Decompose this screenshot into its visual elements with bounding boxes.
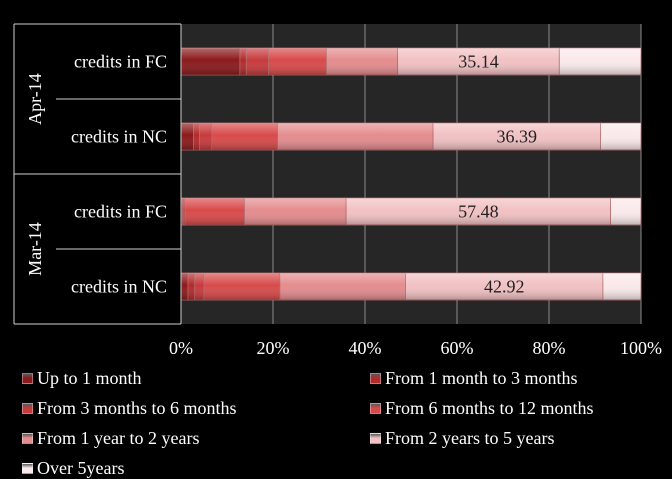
bar-segment-shade [277,123,434,150]
bar-segment-shade [182,198,184,225]
legend-item: From 1 month to 3 months [370,367,578,389]
legend-swatch [22,402,33,414]
category-label: credits in NC [71,277,167,297]
bar-segment-shade [181,273,188,300]
bar-segment-shade [185,198,245,225]
legend-label: From 1 year to 2 years [37,428,200,448]
legend-swatch [370,372,381,384]
bar-segment-shade [326,48,398,75]
bar-segment-shade [279,273,406,300]
bar-segment-shade [610,198,641,225]
category-label: credits in FC [74,52,167,72]
bar-segment-shade [199,123,212,150]
bar-segment-shade [239,48,247,75]
data-label: 36.39 [497,127,538,147]
bar-segment-shade [268,48,327,75]
bar-segment-shade [181,123,194,150]
x-tick-label: 80% [533,338,566,358]
legend-item: From 3 months to 6 months [22,397,237,419]
bar-segment-shade [211,123,278,150]
legend-label: From 2 years to 5 years [385,428,555,448]
legend-item: Over 5years [22,457,124,479]
bar-segment-shade [397,48,560,75]
legend-item: Up to 1 month [22,367,142,389]
bar-segment-shade [600,123,641,150]
bar-segment-shade [181,198,183,225]
bar-segment-shade [244,198,347,225]
legend-item: From 1 year to 2 years [22,427,199,449]
data-label: 42.92 [484,277,525,297]
legend-item: From 6 months to 12 months [370,397,594,419]
legend-label: Over 5years [37,458,125,478]
bar-segment-shade [183,198,186,225]
bar-segment-shade [433,123,601,150]
bar-segment-shade [346,198,611,225]
x-tick-label: 100% [620,338,662,358]
data-label: 35.14 [458,52,499,72]
legend-swatch [370,432,381,444]
group-label: Apr-14 [25,73,45,125]
bar-segment-shade [193,123,200,150]
bar-segment-shade [187,273,195,300]
legend-swatch [22,462,33,474]
data-label: 57.48 [458,202,499,222]
category-label: credits in NC [71,127,167,147]
bar-segment-shade [405,273,603,300]
legend-swatch [22,372,33,384]
legend-swatch [370,402,381,414]
bar-segment-shade [559,48,641,75]
legend-label: From 6 months to 12 months [385,398,594,418]
bar-segment-shade [204,273,280,300]
x-tick-label: 40% [349,338,382,358]
category-label: credits in FC [74,202,167,222]
legend-label: Up to 1 month [37,368,142,388]
x-tick-label: 60% [441,338,474,358]
legend-label: From 1 month to 3 months [385,368,578,388]
x-tick-label: 20% [257,338,290,358]
x-tick-label: 0% [169,338,193,358]
bar-segment-shade [194,273,204,300]
legend-swatch [22,432,33,444]
legend: Up to 1 month From 1 month to 3 months Fro… [22,364,662,479]
legend-item: From 2 years to 5 years [370,427,554,449]
bar-segment-shade [181,48,240,75]
bar-segment-shade [602,273,641,300]
legend-label: From 3 months to 6 months [37,398,237,418]
bar-segment-shade [246,48,269,75]
group-label: Mar-14 [25,222,45,276]
